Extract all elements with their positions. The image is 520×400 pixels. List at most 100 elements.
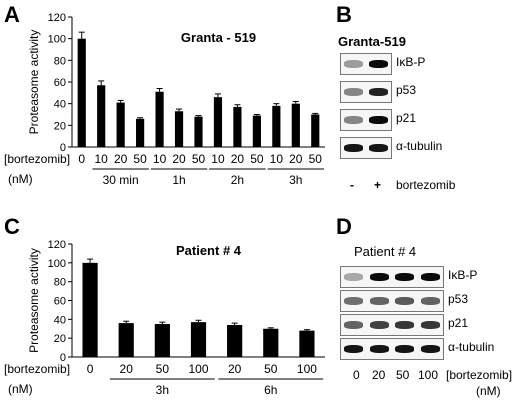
chart-c-xtick-label-0: 0 bbox=[87, 362, 94, 376]
chart-c-ytick-label-20: 20 bbox=[54, 333, 66, 345]
chart-c-ytick-label-80: 80 bbox=[54, 277, 66, 289]
chart-c-xtick-label-4: 20 bbox=[228, 362, 242, 376]
blot-b-strip-3 bbox=[340, 137, 392, 159]
chart-c-bar-1 bbox=[118, 323, 134, 357]
blot-b-strip-1 bbox=[340, 81, 392, 103]
chart-c-xtick-label-2: 50 bbox=[156, 362, 170, 376]
chart-c: Patient # 4 Proteasome activity 0 20 40 60 80 1… bbox=[4, 239, 325, 397]
blot-d-lane-100: 100 bbox=[418, 368, 439, 382]
chart-a-ytick-label-20: 20 bbox=[54, 120, 66, 132]
chart-a-xlabel-line2: (nM) bbox=[8, 172, 33, 186]
blot-d-band-1-2 bbox=[395, 297, 415, 305]
blot-b-row-label-3: α-tubulin bbox=[396, 139, 443, 153]
blot-b-band-1-1 bbox=[369, 88, 388, 96]
chart-a-bar-12 bbox=[311, 114, 320, 147]
chart-c-xlabel-line2: (nM) bbox=[8, 382, 33, 396]
chart-a-xtick-label-3: 50 bbox=[133, 152, 147, 166]
blot-b-band-2-0 bbox=[344, 116, 363, 124]
chart-a-group-label-0: 30 min bbox=[103, 173, 139, 187]
chart-a-xtick-label-10: 10 bbox=[270, 152, 284, 166]
chart-c-xtick-label-6: 100 bbox=[297, 362, 317, 376]
blot-b-band-0-0 bbox=[344, 60, 363, 68]
chart-c-group-label-0: 3h bbox=[156, 383, 169, 397]
chart-a-ylabel: Proteasome activity bbox=[27, 30, 41, 135]
chart-c-ytick-label-120: 120 bbox=[48, 239, 66, 251]
chart-a-title: Granta - 519 bbox=[181, 30, 256, 45]
blot-d-row-label-0: IκB-P bbox=[448, 268, 478, 282]
chart-a-bar-7 bbox=[213, 97, 223, 147]
blot-d-band-1-0 bbox=[344, 297, 364, 305]
chart-a-xtick-label-11: 20 bbox=[289, 152, 303, 166]
chart-c-ytick-label-60: 60 bbox=[54, 296, 66, 308]
panel-b-letter: B bbox=[336, 2, 352, 27]
chart-a-ytick-label-100: 100 bbox=[48, 34, 66, 46]
blot-d-band-1-3 bbox=[420, 297, 440, 305]
blot-d-band-0-2 bbox=[395, 273, 415, 281]
chart-a: Granta - 519 Proteasome activity 0 20 40 60 80… bbox=[4, 12, 325, 187]
chart-c-ytick-label-40: 40 bbox=[54, 314, 66, 326]
blot-b-strip-2 bbox=[340, 109, 392, 131]
chart-c-xtick-label-1: 20 bbox=[120, 362, 134, 376]
blot-d-drug: [bortezomib] bbox=[446, 368, 513, 382]
chart-a-xtick-label-9: 50 bbox=[250, 152, 264, 166]
chart-c-bar-5 bbox=[263, 328, 279, 357]
blot-b-title: Granta-519 bbox=[338, 34, 406, 49]
blot-d-strip-1 bbox=[340, 290, 444, 312]
chart-a-ytick-label-0: 0 bbox=[60, 142, 66, 154]
blot-d-band-0-3 bbox=[420, 273, 440, 281]
chart-a-bar-9 bbox=[252, 115, 261, 147]
blot-d-strip-0 bbox=[340, 266, 444, 288]
chart-a-bar-11 bbox=[291, 103, 300, 147]
blot-d-lane-0: 0 bbox=[353, 368, 360, 382]
chart-a-bar-3 bbox=[136, 118, 145, 147]
blot-d-band-2-2 bbox=[395, 321, 415, 329]
chart-a-ytick-label-120: 120 bbox=[48, 12, 66, 24]
chart-c-bar-3 bbox=[190, 322, 207, 357]
blot-d-band-2-0 bbox=[344, 321, 364, 329]
blot-d-band-3-3 bbox=[420, 345, 440, 353]
chart-a-bar-1 bbox=[97, 85, 106, 147]
chart-c-bar-6 bbox=[299, 330, 315, 357]
panel-d-letter: D bbox=[336, 214, 352, 239]
blot-d-band-3-2 bbox=[395, 345, 415, 353]
chart-a-xtick-label-0: 0 bbox=[78, 152, 85, 166]
chart-a-ytick-label-60: 60 bbox=[54, 77, 66, 89]
chart-a-xtick-label-8: 20 bbox=[231, 152, 245, 166]
chart-c-ytick-label-100: 100 bbox=[48, 258, 66, 270]
blot-b-strip-0 bbox=[340, 53, 392, 75]
chart-a-bar-5 bbox=[174, 111, 184, 147]
chart-a-bar-6 bbox=[194, 116, 203, 147]
chart-a-xtick-label-2: 20 bbox=[114, 152, 128, 166]
chart-a-xtick-label-6: 50 bbox=[192, 152, 206, 166]
chart-a-xtick-label-4: 10 bbox=[153, 152, 167, 166]
blot-b-band-3-0 bbox=[344, 144, 363, 152]
blot-d-lane-20: 20 bbox=[372, 368, 386, 382]
chart-c-xlabel-line1: [bortezomib] bbox=[4, 362, 70, 376]
blot-d-band-2-1 bbox=[369, 321, 389, 329]
chart-c-ylabel: Proteasome activity bbox=[27, 248, 41, 353]
blot-d-lane-50: 50 bbox=[396, 368, 410, 382]
chart-a-xtick-label-7: 10 bbox=[211, 152, 225, 166]
blot-d-band-3-0 bbox=[344, 345, 364, 353]
chart-a-bar-10 bbox=[272, 105, 281, 147]
blot-b-treatment: bortezomib bbox=[396, 178, 456, 192]
chart-c-bar-2 bbox=[154, 324, 170, 357]
chart-a-ytick-label-80: 80 bbox=[54, 55, 66, 67]
chart-a-bar-8 bbox=[233, 106, 242, 147]
blot-d-unit: (nM) bbox=[476, 384, 501, 398]
chart-c-xtick-label-5: 50 bbox=[264, 362, 278, 376]
chart-c-ytick-label-0: 0 bbox=[60, 352, 66, 364]
blot-b-band-2-1 bbox=[369, 116, 388, 124]
chart-a-group-label-1: 1h bbox=[172, 173, 185, 187]
chart-a-bar-4 bbox=[155, 91, 164, 147]
blot-d-band-1-1 bbox=[369, 297, 389, 305]
panel-a-letter: A bbox=[4, 2, 20, 27]
chart-a-group-label-2: 2h bbox=[231, 173, 244, 187]
blot-d-band-0-0 bbox=[344, 273, 364, 281]
chart-c-bar-0 bbox=[82, 262, 98, 357]
blot-d-strip-3 bbox=[340, 338, 444, 360]
chart-c-group-label-1: 6h bbox=[264, 383, 277, 397]
panel-c-letter: C bbox=[4, 214, 20, 239]
blot-d-band-2-3 bbox=[420, 321, 440, 329]
blot-d-row-label-3: α-tubulin bbox=[448, 340, 495, 354]
